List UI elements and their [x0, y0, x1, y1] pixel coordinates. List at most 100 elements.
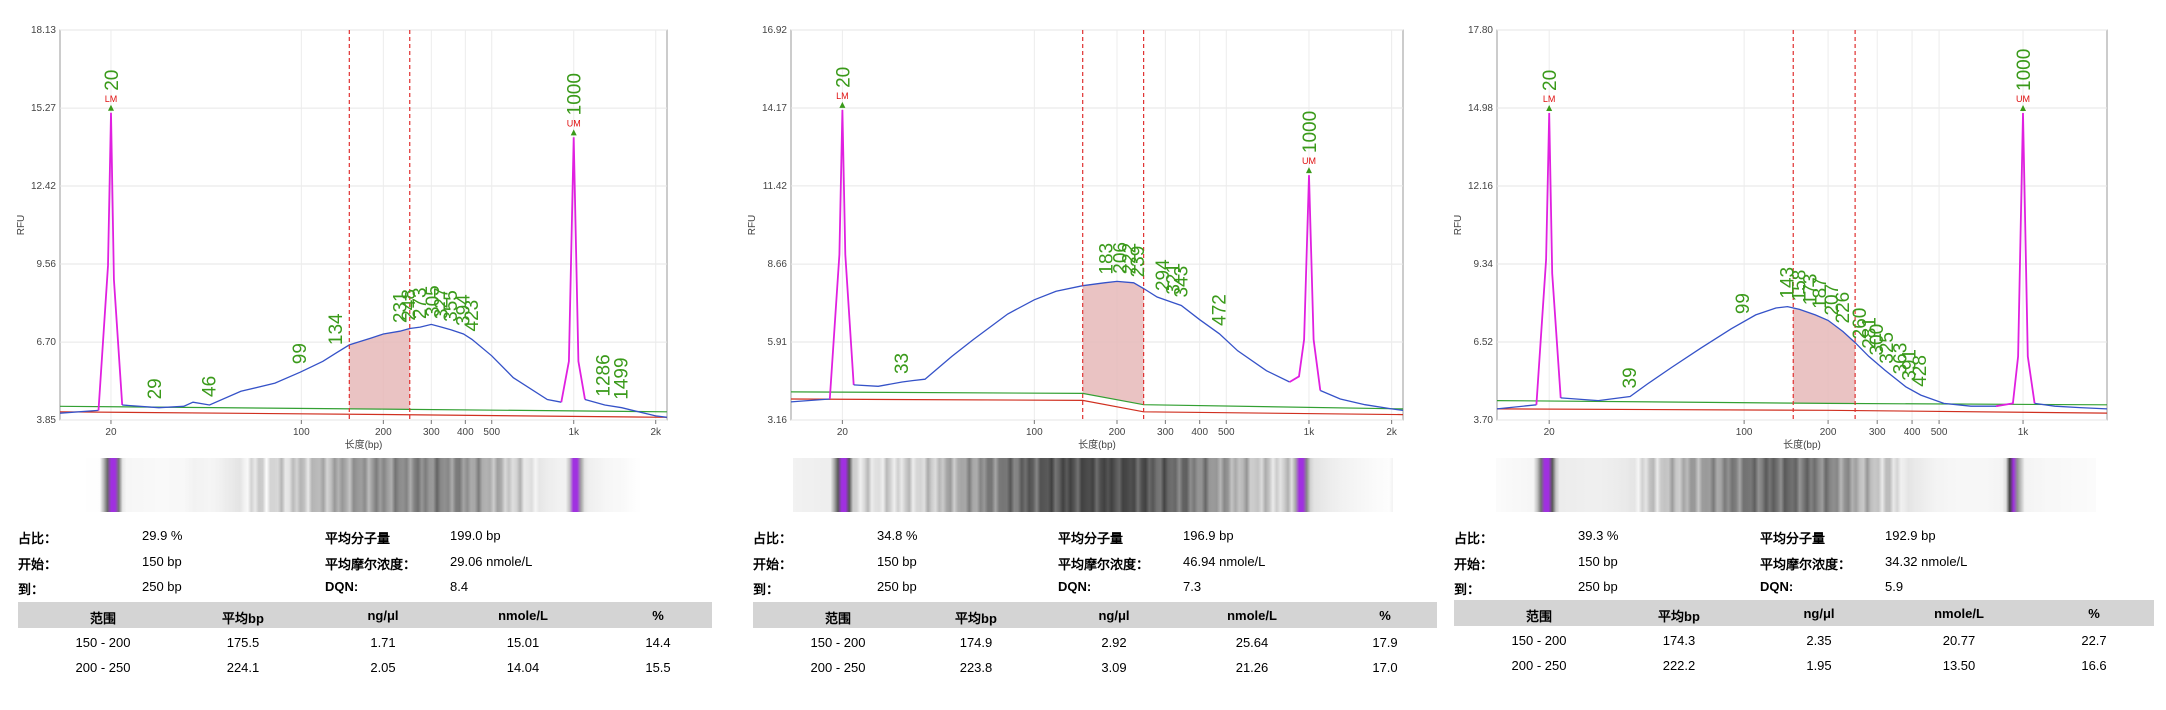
sample-trace-line: [2034, 402, 2108, 410]
table-cell: 150 - 200: [1511, 633, 1567, 648]
peak-label: 327: [432, 287, 453, 319]
table-cell: 1.95: [1806, 658, 1832, 673]
dqn-label: DQN:: [325, 579, 359, 594]
sample-trace-line: [122, 323, 562, 409]
peak-label: 423: [462, 300, 483, 332]
table-cell: 14.4: [645, 635, 671, 650]
to-value: 250 bp: [1578, 579, 1618, 594]
y-tick-label: 14.17: [762, 103, 787, 114]
x-tick-label: 400: [1191, 427, 1208, 438]
y-tick-label: 9.34: [1474, 259, 1494, 270]
electropherogram-panel-2: 3.16 5.91 8.66 11.42 14.17 16.92 20 100 200 300 40…: [733, 0, 1453, 710]
avg-molar-value: 29.06 nmole/L: [450, 554, 533, 569]
x-axis-label: 长度(bp): [345, 438, 383, 451]
peak-label: 1499: [612, 357, 633, 399]
sample-trace-line: [1496, 404, 1537, 410]
table-header: [1454, 600, 2154, 626]
y-tick-label: 3.85: [37, 415, 57, 426]
region-table-1: 范围 平均bp ng/μl nmole/L % 150 - 200 175.5 …: [18, 602, 712, 682]
ratio-value: 39.3 %: [1578, 528, 1619, 543]
x-tick-label: 500: [1218, 427, 1235, 438]
marker-peak-line: [828, 109, 855, 400]
baseline-red: [59, 411, 668, 418]
avg-molar-value: 46.94 nmole/L: [1183, 554, 1266, 569]
ratio-value: 29.9 %: [142, 528, 183, 543]
peak-label: 46: [199, 376, 220, 397]
x-tick-label: 500: [483, 427, 500, 438]
peak-label: 391: [1899, 349, 1920, 381]
avg-mw-label: 平均分子量: [1058, 531, 1124, 546]
peak-label: 260: [1850, 308, 1871, 340]
avg-molar-label: 平均摩尔浓度：: [1058, 557, 1150, 572]
col-nmole: nmole/L: [498, 608, 548, 623]
marker-tag: LM: [836, 91, 849, 101]
col-ng-ul: ng/μl: [1098, 608, 1130, 623]
table-cell: 223.8: [959, 660, 993, 675]
marker-tag: UM: [1302, 156, 1316, 166]
table-cell: 2.05: [370, 660, 396, 675]
y-tick-label: 14.98: [1468, 103, 1493, 114]
peak-label: 143: [1777, 267, 1798, 299]
table-cell: 2.92: [1101, 635, 1127, 650]
dqn-label: DQN:: [1760, 579, 1794, 594]
avg-molar-value: 34.32 nmole/L: [1885, 554, 1968, 569]
marker-bp-label: 1000: [565, 73, 586, 115]
table-cell: 15.01: [506, 635, 540, 650]
table-header: [753, 602, 1437, 628]
selected-region-fill: [1793, 307, 1856, 404]
peak-label: 173: [1801, 274, 1822, 306]
dqn-value: 7.3: [1183, 579, 1202, 594]
marker-arrow: [1546, 104, 1553, 111]
col-avg-bp: 平均bp: [222, 611, 264, 626]
y-tick-label: 16.92: [762, 25, 787, 36]
x-tick-label: 1k: [568, 427, 580, 438]
summary-info-2: 占比： 34.8 % 开始： 150 bp 到： 250 bp 平均分子量 19…: [753, 528, 1453, 598]
y-tick-label: 3.70: [1474, 415, 1494, 426]
table-cell: 3.09: [1101, 660, 1127, 675]
peak-label: 29: [145, 378, 166, 399]
peak-label: 1286: [593, 354, 614, 396]
sample-trace-line: [1560, 305, 1996, 407]
y-tick-label: 6.70: [37, 337, 57, 348]
x-tick-label: 1k: [1304, 427, 1316, 438]
avg-mw-value: 199.0 bp: [450, 528, 501, 543]
baseline-red: [1496, 408, 2108, 414]
table-cell: 200 - 250: [810, 660, 866, 675]
avg-mw-label: 平均分子量: [1760, 531, 1826, 546]
avg-mw-value: 192.9 bp: [1885, 528, 1936, 543]
x-tick-label: 20: [837, 427, 849, 438]
x-tick-label: 200: [1820, 427, 1837, 438]
sample-trace-line: [790, 398, 830, 403]
marker-peak-line: [1535, 112, 1562, 405]
col-ng-ul: ng/μl: [367, 608, 399, 623]
col-nmole: nmole/L: [1227, 608, 1277, 623]
region-table-2: 范围 平均bp ng/μl nmole/L % 150 - 200 174.9 …: [753, 602, 1437, 682]
marker-peak-line: [560, 137, 586, 403]
dqn-label: DQN:: [1058, 579, 1092, 594]
to-value: 250 bp: [142, 579, 182, 594]
table-cell: 224.1: [226, 660, 260, 675]
table-cell: 2.35: [1806, 633, 1832, 648]
table-cell: 17.9: [1372, 635, 1398, 650]
table-cell: 200 - 250: [75, 660, 131, 675]
peak-label: 158: [1790, 270, 1811, 302]
marker-arrow: [570, 129, 577, 136]
peak-label: 183: [1096, 243, 1117, 275]
marker-peak-line: [97, 112, 124, 411]
start-value: 150 bp: [142, 554, 182, 569]
table-cell: 1.71: [370, 635, 396, 650]
ratio-label: 占比：: [753, 531, 793, 546]
start-label: 开始：: [753, 557, 793, 572]
to-label: 到：: [18, 582, 45, 597]
table-cell: 174.3: [1662, 633, 1696, 648]
peak-label: 99: [290, 343, 311, 364]
sample-trace-line: [1320, 389, 1404, 412]
peak-label: 428: [1910, 355, 1931, 387]
peak-label: 207: [1822, 284, 1843, 316]
peak-label: 281: [1859, 317, 1880, 349]
marker-bp-label: 1000: [1300, 111, 1321, 153]
y-tick-label: 17.80: [1468, 25, 1493, 36]
x-tick-label: 200: [375, 427, 392, 438]
peak-label: 226: [1833, 292, 1854, 324]
x-tick-label: 100: [1736, 427, 1753, 438]
